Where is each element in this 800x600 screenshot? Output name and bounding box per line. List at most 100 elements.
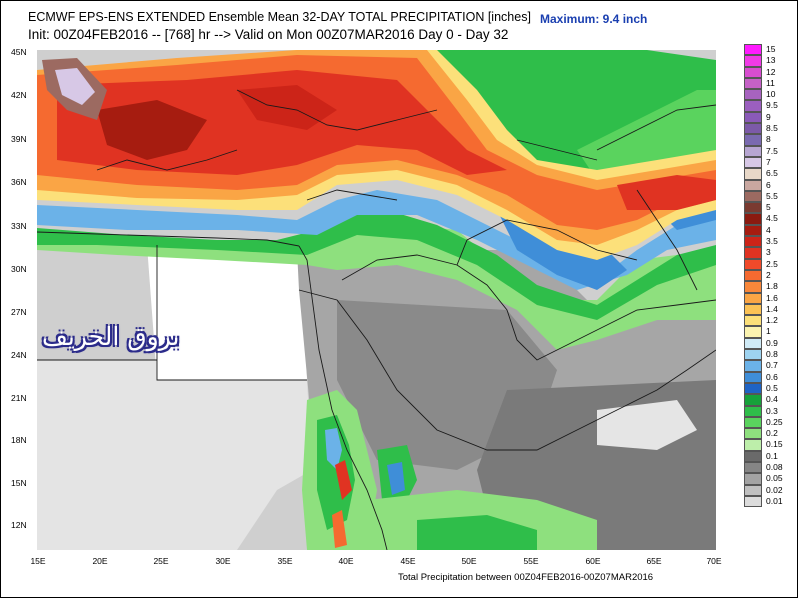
legend-label: 9.5	[766, 100, 778, 111]
lat-label: 15N	[11, 478, 27, 488]
legend-swatch: 10	[744, 89, 775, 101]
legend-swatch: 9	[744, 111, 771, 124]
lat-label: 36N	[11, 177, 27, 187]
legend-swatch: 0.2	[744, 428, 778, 440]
legend-label: 13	[766, 55, 776, 66]
legend-swatch: 0.9	[744, 337, 778, 350]
legend-swatch: 0.8	[744, 349, 778, 361]
legend-label: 0.2	[766, 428, 778, 439]
legend-swatch: 1.8	[744, 281, 778, 293]
lon-label: 45E	[400, 556, 416, 566]
chart-title: ECMWF EPS-ENS EXTENDED Ensemble Mean 32-…	[28, 10, 531, 24]
legend-swatch: 11	[744, 77, 775, 90]
lon-label: 60E	[585, 556, 601, 566]
lon-label: 50E	[461, 556, 477, 566]
legend-swatch: 15	[744, 44, 775, 56]
footer-caption: Total Precipitation between 00Z04FEB2016…	[398, 572, 654, 583]
legend-swatch: 1	[744, 326, 771, 338]
legend-label: 4	[766, 224, 771, 235]
legend-swatch: 0.7	[744, 360, 778, 372]
legend-swatch: 0.05	[744, 473, 783, 485]
legend-swatch: 1.4	[744, 303, 778, 316]
legend-label: 3.5	[766, 236, 778, 247]
legend-label: 11	[766, 77, 775, 88]
legend-label: 0.05	[766, 473, 783, 484]
lon-label: 30E	[215, 556, 231, 566]
legend-swatch: 0.3	[744, 405, 778, 417]
legend-label: 6	[766, 179, 771, 190]
legend-label: 0.9	[766, 337, 778, 348]
legend-label: 0.1	[766, 450, 778, 461]
legend-swatch: 7.5	[744, 145, 778, 157]
legend-swatch: 0.15	[744, 439, 783, 451]
lon-label: 70E	[706, 556, 722, 566]
legend-label: 5	[766, 202, 771, 213]
legend-swatch: 8	[744, 134, 771, 146]
legend-label: 4.5	[766, 213, 778, 224]
precipitation-map-svg	[37, 50, 716, 550]
legend-swatch: 8.5	[744, 123, 778, 135]
legend-swatch: 9.5	[744, 100, 778, 112]
lat-label: 45N	[11, 47, 27, 57]
lat-label: 24N	[11, 350, 27, 360]
legend-swatch: 7	[744, 156, 771, 169]
legend-label: 0.3	[766, 405, 778, 416]
legend-label: 0.5	[766, 382, 778, 393]
legend-swatch: 12	[744, 66, 775, 78]
legend-swatch: 1.2	[744, 315, 778, 327]
legend-label: 0.7	[766, 360, 778, 371]
legend-swatch: 3	[744, 247, 771, 259]
legend-label: 0.15	[766, 439, 783, 450]
legend-swatch: 1.6	[744, 292, 778, 304]
legend-label: 1.8	[766, 281, 778, 292]
lon-label: 20E	[92, 556, 108, 566]
lat-label: 18N	[11, 435, 27, 445]
legend-label: 0.8	[766, 349, 778, 360]
legend-swatch: 4.5	[744, 213, 778, 225]
legend-label: 10	[766, 89, 776, 100]
legend-label: 0.08	[766, 461, 783, 472]
legend-label: 1.2	[766, 315, 778, 326]
legend-label: 1.6	[766, 292, 778, 303]
legend-swatch: 0.08	[744, 461, 783, 474]
legend-swatch: 6.5	[744, 168, 778, 180]
lon-label: 65E	[646, 556, 662, 566]
legend-label: 8.5	[766, 123, 778, 134]
lat-label: 12N	[11, 520, 27, 530]
legend-label: 3	[766, 247, 771, 258]
legend-swatch: 4	[744, 224, 771, 237]
legend-swatch: 0.01	[744, 495, 783, 508]
lon-label: 35E	[277, 556, 293, 566]
watermark-text: بروق الخريف	[42, 322, 180, 351]
legend-label: 0.02	[766, 484, 783, 495]
lon-label: 40E	[338, 556, 354, 566]
legend-swatch: 0.5	[744, 382, 778, 395]
legend-swatch: 0.1	[744, 450, 778, 462]
lat-label: 33N	[11, 221, 27, 231]
legend-swatch: 0.6	[744, 371, 778, 383]
legend-swatch: 5.5	[744, 190, 778, 203]
legend-label: 8	[766, 134, 771, 145]
legend-label: 0.01	[766, 495, 783, 506]
legend-label: 2.5	[766, 258, 778, 269]
lat-label: 39N	[11, 134, 27, 144]
lat-label: 27N	[11, 307, 27, 317]
lat-label: 30N	[11, 264, 27, 274]
legend-label: 1.4	[766, 303, 778, 314]
legend-swatch: 0.02	[744, 484, 783, 496]
legend-label: 5.5	[766, 190, 778, 201]
legend-swatch: 3.5	[744, 236, 778, 248]
color-legend: 15 13 12 11 10 9.5 9 8.5 8 7.5 7 6.5 6 5.5 5 4.5 4 3.5 3 2.…	[744, 44, 783, 508]
legend-label: 0.6	[766, 371, 778, 382]
legend-label: 0.4	[766, 394, 778, 405]
legend-label: 7	[766, 156, 771, 167]
lat-label: 21N	[11, 393, 27, 403]
legend-swatch: 2	[744, 269, 771, 282]
legend-label: 12	[766, 66, 776, 77]
lon-label: 55E	[523, 556, 539, 566]
lon-label: 25E	[153, 556, 169, 566]
legend-label: 1	[766, 326, 771, 337]
maximum-label: Maximum: 9.4 inch	[540, 12, 648, 26]
legend-label: 9	[766, 111, 771, 122]
